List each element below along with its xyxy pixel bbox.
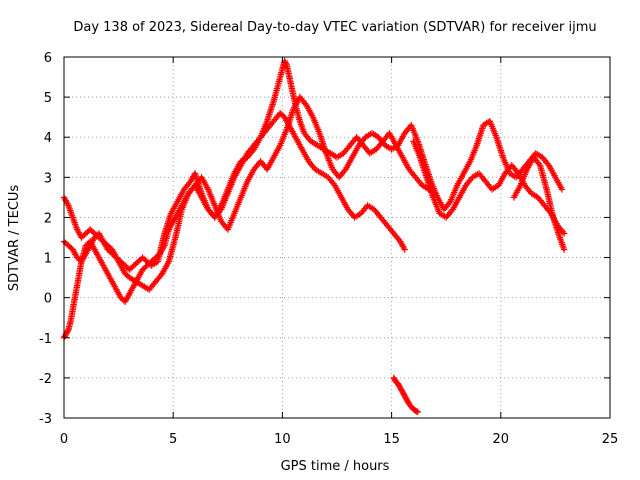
y-tick-label: 2 bbox=[44, 211, 52, 226]
y-tick-label: 4 bbox=[44, 131, 52, 146]
y-tick-label: 1 bbox=[44, 252, 52, 267]
y-tick-label: -3 bbox=[39, 412, 52, 427]
series-track-b bbox=[60, 57, 439, 341]
x-tick-label: 25 bbox=[602, 432, 619, 447]
y-tick-label: 0 bbox=[44, 292, 52, 307]
x-tick-label: 15 bbox=[383, 432, 400, 447]
series-track-e bbox=[510, 154, 568, 253]
data-points bbox=[60, 57, 568, 416]
data-point bbox=[414, 408, 422, 416]
data-point bbox=[558, 186, 566, 193]
chart-title: Day 138 of 2023, Sidereal Day-to-day VTE… bbox=[73, 20, 596, 35]
y-tick-label: 3 bbox=[44, 171, 52, 186]
y-tick-label: -1 bbox=[39, 332, 52, 347]
x-tick-label: 0 bbox=[60, 432, 68, 447]
series-track-c bbox=[60, 93, 566, 293]
x-tick-label: 5 bbox=[169, 432, 177, 447]
grid bbox=[64, 57, 610, 418]
x-tick-label: 20 bbox=[493, 432, 510, 447]
data-point bbox=[64, 327, 71, 335]
y-tick-label: -2 bbox=[39, 372, 52, 387]
x-tick-label: 10 bbox=[274, 432, 291, 447]
data-point bbox=[282, 60, 290, 67]
data-point bbox=[560, 246, 568, 253]
series-track-f bbox=[390, 374, 422, 416]
plot-frame bbox=[63, 56, 611, 419]
axis-ticks: 0 5 10 15 20 25 -3 -2 -1 0 1 2 3 4 5 6 bbox=[39, 51, 618, 447]
data-point bbox=[413, 408, 420, 415]
y-tick-label: 6 bbox=[44, 51, 52, 66]
y-axis-label: SDTVAR / TECUs bbox=[7, 185, 22, 292]
data-point bbox=[401, 246, 408, 253]
x-axis-label: GPS time / hours bbox=[281, 459, 390, 474]
data-point bbox=[560, 230, 568, 237]
y-tick-label: 5 bbox=[44, 91, 52, 106]
